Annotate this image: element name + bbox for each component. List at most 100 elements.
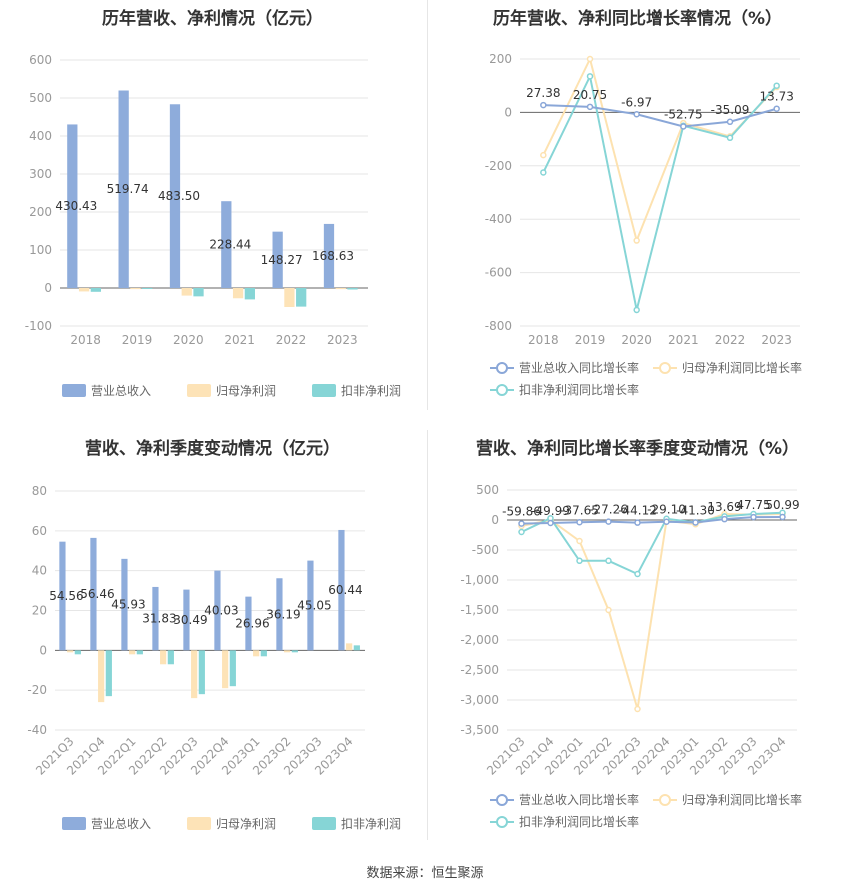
data-label: 54.56 (49, 589, 83, 603)
bar (284, 650, 291, 653)
x-tick-label: 2021 (224, 333, 255, 347)
y-tick-label: -100 (25, 319, 52, 333)
bar (253, 650, 260, 657)
data-point (721, 515, 728, 523)
data-source: 数据来源：恒生聚源 (366, 866, 484, 881)
data-point (692, 519, 699, 526)
legend-marker (496, 362, 508, 374)
legend-swatch (312, 384, 336, 397)
bar (78, 288, 90, 292)
data-label: 50.99 (765, 498, 799, 512)
x-tick-label: 2019 (122, 333, 153, 347)
legend-swatch (62, 384, 86, 397)
bar (167, 650, 174, 665)
legend-label: 扣非净利润同比增长率 (519, 814, 639, 829)
legend-label: 扣非净利润 (341, 384, 401, 398)
y-tick-label: 200 (489, 52, 512, 66)
bar (67, 650, 74, 653)
data-point (680, 123, 687, 130)
chart-title: 历年营收、净利情况（亿元） (102, 9, 323, 29)
data-point (663, 518, 670, 525)
data-label: 148.27 (261, 253, 303, 267)
bar (222, 650, 229, 689)
data-label: -44.12 (618, 504, 657, 518)
series-line (543, 104, 777, 128)
y-tick-label: -2,500 (460, 663, 499, 677)
bar (338, 529, 345, 651)
annual-growth-chart: 历年营收、净利同比增长率情况（%） -800 -600 -400 -200 0 200 20… (425, 0, 850, 420)
bar (198, 650, 205, 695)
legend-swatch (187, 817, 211, 830)
data-point (773, 82, 780, 89)
bar (183, 589, 190, 651)
y-tick-label: -200 (485, 159, 512, 173)
data-point (576, 537, 583, 545)
annual-amount-svg: -100 0 100 200 300 400 500 600 2018 2019 2020 2021 2… (25, 53, 401, 398)
bar (152, 586, 159, 651)
data-point (605, 518, 612, 525)
data-label: 483.50 (158, 189, 200, 203)
legend-label: 归母净利润同比增长率 (682, 792, 802, 807)
y-tick-label: -800 (485, 319, 512, 333)
x-tick-label: 2020 (621, 333, 652, 347)
data-label: 27.38 (526, 86, 560, 100)
bar (67, 124, 78, 288)
data-label: 228.44 (209, 238, 251, 252)
data-point (633, 306, 640, 314)
data-label: 45.05 (297, 598, 331, 612)
bar (307, 560, 314, 651)
bar (130, 288, 141, 290)
bar (245, 596, 252, 651)
y-tick-label: -3,000 (460, 693, 499, 707)
chart-title: 营收、净利季度变动情况（亿元） (85, 439, 340, 459)
data-point (586, 73, 594, 80)
legend-swatch (62, 817, 86, 830)
y-tick-label: 300 (29, 167, 52, 181)
x-tick-label: 2018 (70, 333, 101, 347)
data-label: 31.83 (142, 612, 176, 626)
y-tick-label: -2,000 (460, 633, 499, 647)
bar (353, 645, 360, 651)
data-point (586, 103, 594, 111)
data-label: 40.03 (204, 603, 238, 617)
x-tick-label: 2023 (761, 333, 792, 347)
data-point (633, 111, 640, 118)
bar (74, 650, 81, 655)
y-tick-label: -400 (485, 212, 512, 226)
legend-label: 扣非净利润同比增长率 (519, 382, 639, 397)
y-tick-label: -500 (472, 543, 499, 557)
data-label: 56.46 (80, 587, 114, 601)
legend-label: 营业总收入同比增长率 (519, 792, 639, 807)
data-label: 45.93 (111, 598, 145, 612)
bar (291, 650, 298, 653)
bar (59, 541, 66, 651)
y-tick-label: -600 (485, 266, 512, 280)
data-point (547, 519, 554, 527)
x-tick-label: 2022 (276, 333, 307, 347)
y-tick-label: -1,500 (460, 603, 499, 617)
data-point (634, 570, 641, 578)
y-tick-label: 0 (504, 105, 512, 119)
data-point (540, 169, 547, 176)
data-point (773, 105, 780, 112)
data-label: -37.65 (560, 503, 599, 517)
bar (90, 288, 101, 292)
data-label: -27.26 (589, 503, 628, 517)
y-tick-label: -20 (27, 683, 47, 697)
data-label: 519.74 (107, 182, 149, 196)
bar (160, 650, 167, 665)
bar (142, 288, 153, 289)
bar (90, 537, 97, 651)
quarterly-amount-svg: -40-200204060802021Q32021Q42022Q12022Q22… (27, 484, 401, 831)
bar (323, 223, 335, 288)
data-point (540, 101, 547, 109)
legend-marker (659, 362, 671, 374)
x-tick-label: 2022 (715, 333, 746, 347)
y-tick-label: 80 (32, 484, 47, 498)
y-tick-label: 0 (44, 281, 52, 295)
data-label: -52.75 (664, 107, 703, 121)
legend-marker (496, 816, 508, 828)
data-label: -49.99 (531, 504, 570, 518)
bar (105, 650, 112, 697)
y-tick-label: -40 (27, 723, 47, 737)
